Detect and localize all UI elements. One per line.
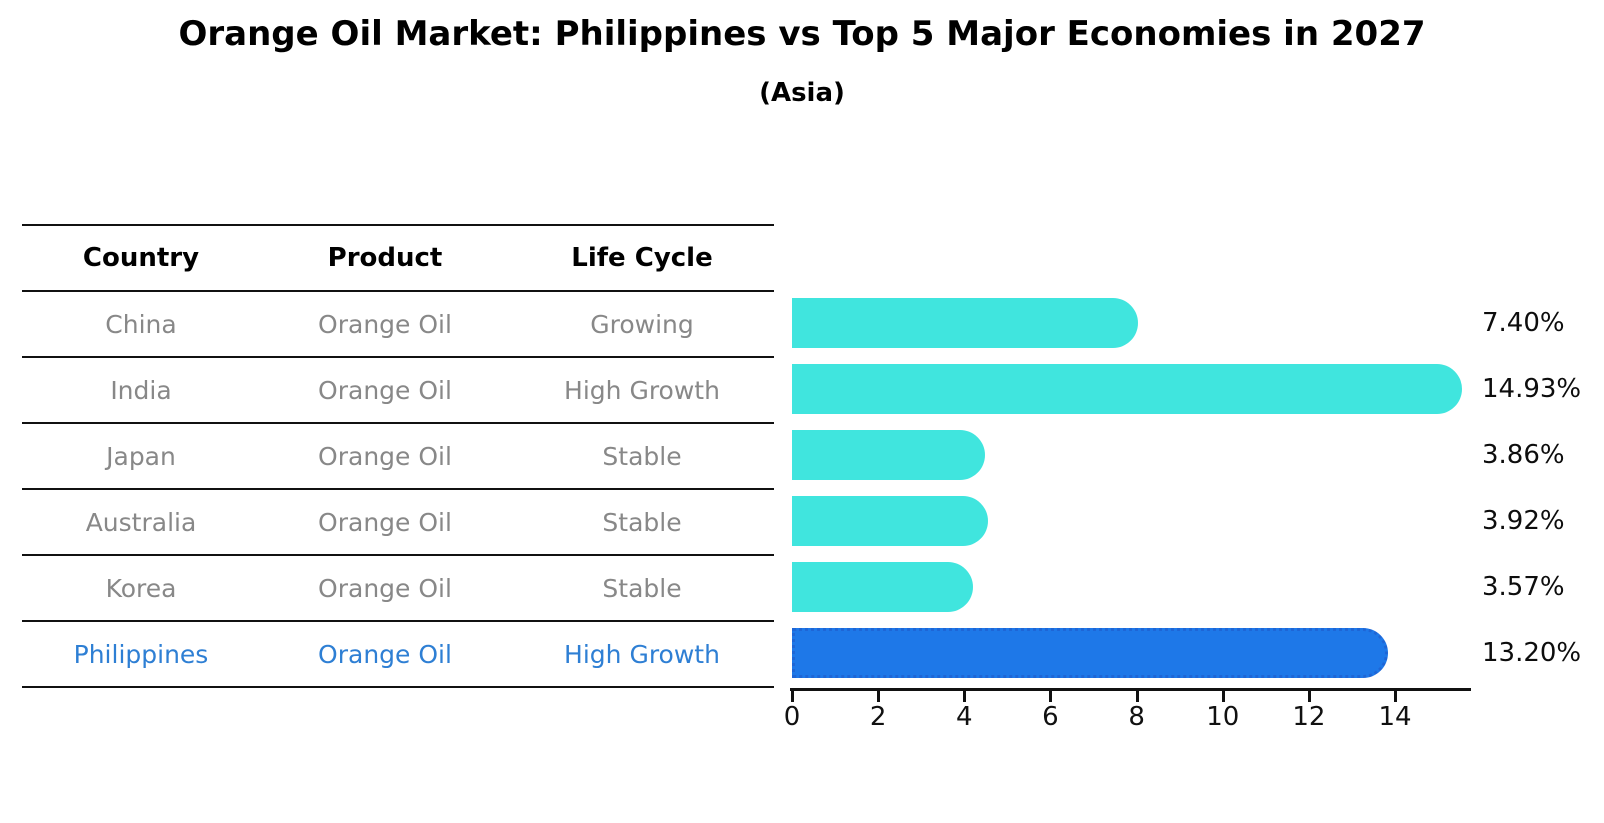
column-header-country: Country <box>82 243 200 273</box>
column-header-product: Product <box>327 243 443 273</box>
value-label-australia: 3.92% <box>1482 506 1565 536</box>
x-tick-label: 8 <box>1128 702 1145 732</box>
bar-highlight-philippines <box>792 628 1388 678</box>
bar-japan <box>792 430 986 480</box>
x-tick <box>1049 691 1053 702</box>
cell-life-cycle: Stable <box>602 507 682 537</box>
value-label-philippines: 13.20% <box>1482 638 1582 668</box>
table-row-japan: Japan Orange Oil Stable <box>22 424 774 490</box>
x-tick-label: 0 <box>783 702 801 732</box>
cell-life-cycle: High Growth <box>564 375 720 405</box>
x-tick-label: 10 <box>1206 702 1240 732</box>
bar-australia <box>792 496 988 546</box>
table-row-australia: Australia Orange Oil Stable <box>22 490 774 556</box>
cell-product: Orange Oil <box>318 573 452 603</box>
x-tick-label: 6 <box>1042 702 1059 732</box>
bar-china <box>792 298 1138 348</box>
country-table: Country Product Life Cycle China Orange O… <box>22 224 774 688</box>
cell-life-cycle: Stable <box>602 441 682 471</box>
x-tick-label: 4 <box>956 702 973 732</box>
value-label-china: 7.40% <box>1482 308 1565 338</box>
x-tick <box>791 691 794 702</box>
x-tick <box>1394 691 1398 702</box>
cell-life-cycle: High Growth <box>564 639 720 669</box>
table-row-philippines: Philippines Orange Oil High Growth <box>22 622 774 688</box>
cell-life-cycle: Stable <box>602 573 682 603</box>
chart-title: Orange Oil Market: Philippines vs Top 5 … <box>178 14 1426 54</box>
table-header-row: Country Product Life Cycle <box>22 224 774 292</box>
bar-korea <box>792 562 973 612</box>
x-tick-label: 12 <box>1292 702 1326 732</box>
column-header-lifecycle: Life Cycle <box>571 243 713 273</box>
bar-india <box>792 364 1463 414</box>
x-tick <box>1307 691 1311 702</box>
cell-country: India <box>110 375 172 405</box>
cell-country: Korea <box>105 573 177 603</box>
table-body: China Orange Oil Growing India Orange Oil Hig… <box>22 292 774 688</box>
x-tick <box>1135 691 1139 702</box>
cell-product: Orange Oil <box>318 507 452 537</box>
x-tick-label: 14 <box>1378 702 1412 732</box>
value-label-india: 14.93% <box>1482 374 1582 404</box>
cell-life-cycle: Growing <box>590 309 694 339</box>
table-row-china: China Orange Oil Growing <box>22 292 774 358</box>
cell-country: Japan <box>106 441 176 471</box>
cell-product: Orange Oil <box>318 309 452 339</box>
cell-product: Orange Oil <box>318 375 452 405</box>
x-tick-label: 2 <box>869 702 887 732</box>
x-tick <box>877 691 881 702</box>
table-row-india: India Orange Oil High Growth <box>22 358 774 424</box>
cell-product: Orange Oil <box>318 441 452 471</box>
table-row-korea: Korea Orange Oil Stable <box>22 556 774 622</box>
cell-product: Orange Oil <box>318 639 452 669</box>
plot-area <box>792 276 1470 688</box>
x-tick <box>963 691 967 702</box>
cell-country: Australia <box>85 507 197 537</box>
value-label-korea: 3.57% <box>1482 572 1565 602</box>
x-axis-line <box>790 688 1471 691</box>
cell-country: Philippines <box>73 639 209 669</box>
x-tick <box>1221 691 1225 702</box>
chart-subtitle: (Asia) <box>759 78 845 108</box>
cell-country: China <box>105 309 177 339</box>
value-label-japan: 3.86% <box>1482 440 1565 470</box>
